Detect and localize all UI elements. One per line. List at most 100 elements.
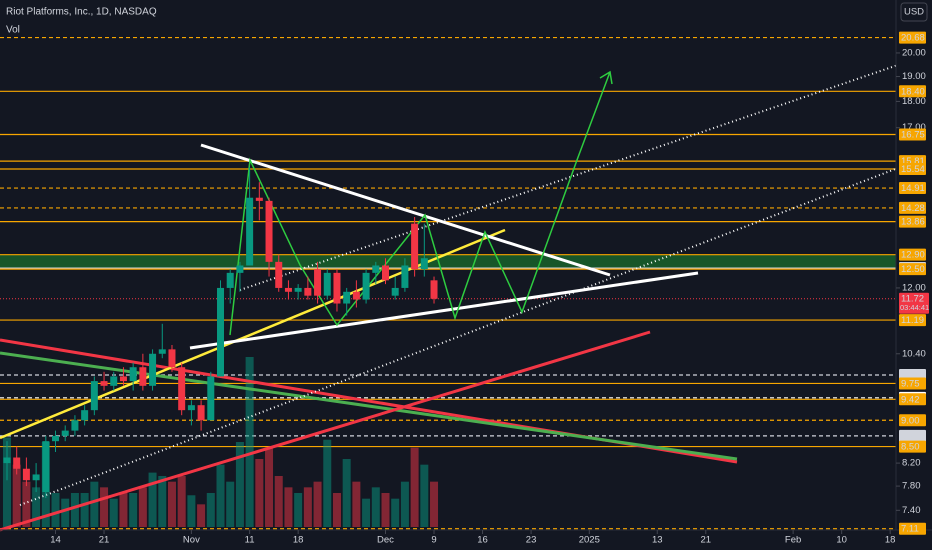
candle-body: [420, 258, 428, 270]
x-tick-label: 18: [885, 535, 896, 546]
candle-body: [207, 376, 215, 421]
y-tick-label: 18.00: [902, 96, 926, 107]
projection-path: [229, 71, 611, 336]
price-tag-label: 11.19: [901, 315, 924, 326]
currency-button[interactable]: [900, 2, 928, 22]
x-tick-label: 23: [526, 535, 537, 546]
price-tag: [899, 522, 926, 535]
candle-body: [217, 287, 225, 377]
price-tag-label: 8.50: [901, 442, 920, 453]
volume-bar: [187, 495, 196, 527]
price-tag-label: 8.70: [901, 431, 920, 442]
volume-bar: [332, 493, 341, 527]
zone: [0, 254, 896, 270]
price-tag: [899, 440, 926, 453]
volume-bar: [109, 498, 118, 527]
price-tag: [899, 201, 926, 214]
x-tick-label: 9: [431, 535, 436, 546]
volume-pane: [2, 357, 439, 527]
candle-body: [61, 430, 69, 436]
volume-bar: [51, 493, 60, 527]
chart-title: Riot Platforms, Inc., 1D, NASDAQ: [6, 7, 157, 18]
x-tick-label: Dec: [377, 535, 394, 546]
candle-body: [275, 261, 283, 288]
price-tag-label: 9.42: [901, 394, 920, 405]
y-tick-label: 7.40: [902, 505, 921, 516]
candle-body: [22, 468, 30, 481]
price-tag-label: 12.50: [901, 264, 925, 275]
x-tick-label: 18: [293, 535, 304, 546]
candle-body: [411, 223, 419, 270]
price-tag: [899, 393, 926, 406]
price-tag: [899, 215, 926, 228]
volume-bar: [61, 498, 70, 527]
candle-body: [42, 441, 50, 493]
price-tag-label: 20.68: [901, 33, 925, 44]
candle-body: [294, 287, 302, 292]
x-tick-label: 14: [50, 535, 61, 546]
candle-body: [110, 376, 118, 386]
channel-line: [19, 167, 899, 506]
x-tick-label: Nov: [183, 535, 200, 546]
price-tag-label: 14.91: [901, 183, 925, 194]
y-tick-label: 7.80: [902, 481, 921, 492]
y-tick-label: 8.20: [902, 458, 921, 469]
candle-body: [265, 200, 273, 262]
candle-body: [187, 405, 195, 411]
volume-bar: [420, 464, 429, 527]
y-tick-label: 10.40: [902, 348, 926, 359]
triangle-line: [189, 271, 699, 350]
axes: 20.00 19.00 18.00 17.00 12.00 10.40 8.20 7.80 7.…: [50, 47, 926, 545]
volume-bar: [265, 447, 274, 527]
candle-body: [52, 435, 60, 442]
volume-bar: [32, 487, 41, 527]
x-tick-label: 21: [700, 535, 711, 546]
candle-body: [100, 381, 108, 386]
candles: [3, 167, 438, 499]
price-tag-label: 16.75: [901, 130, 925, 141]
candle-body: [391, 287, 399, 296]
x-tick-label: 13: [652, 535, 663, 546]
volume-bar: [206, 493, 215, 527]
candle-body: [246, 197, 254, 266]
x-tick-label: 11: [245, 535, 255, 546]
price-tag: [899, 182, 926, 195]
candle-body: [90, 381, 98, 411]
price-tag: [899, 414, 926, 427]
price-tag: [899, 31, 926, 44]
x-tick-label: Feb: [785, 535, 801, 546]
volume-bar: [391, 498, 400, 527]
candle-body: [226, 272, 234, 288]
volume-bar: [235, 442, 244, 527]
price-tag: [899, 163, 926, 176]
volume-bar: [197, 504, 206, 527]
y-tick-label: 12.00: [902, 282, 926, 293]
price-tag: [899, 248, 926, 261]
volume-bar: [430, 481, 439, 527]
price-tag-label: 9.93: [901, 370, 920, 381]
candle-body: [236, 265, 244, 273]
countdown: 03:44:41: [900, 303, 929, 312]
candle-body: [13, 457, 21, 469]
x-tick-label: 21: [99, 535, 110, 546]
candle-body: [168, 349, 176, 368]
volume-bar: [138, 487, 147, 527]
volume-bar: [371, 487, 380, 527]
arrow-head: [599, 70, 613, 85]
volume-bar: [255, 459, 264, 527]
volume-bar: [410, 447, 419, 527]
volume-bar: [342, 459, 351, 527]
price-tag-label: 12.90: [901, 250, 925, 261]
candle-body: [129, 367, 137, 382]
triangle-line: [200, 143, 611, 277]
currency-label[interactable]: USD: [904, 7, 924, 18]
volume-bar: [274, 476, 283, 527]
candle-body: [284, 287, 292, 292]
price-tag-label: 15.54: [901, 164, 925, 175]
price-tag: [899, 128, 926, 141]
candle-body: [158, 349, 166, 354]
candle-body: [372, 265, 380, 273]
candle-body: [401, 265, 409, 288]
